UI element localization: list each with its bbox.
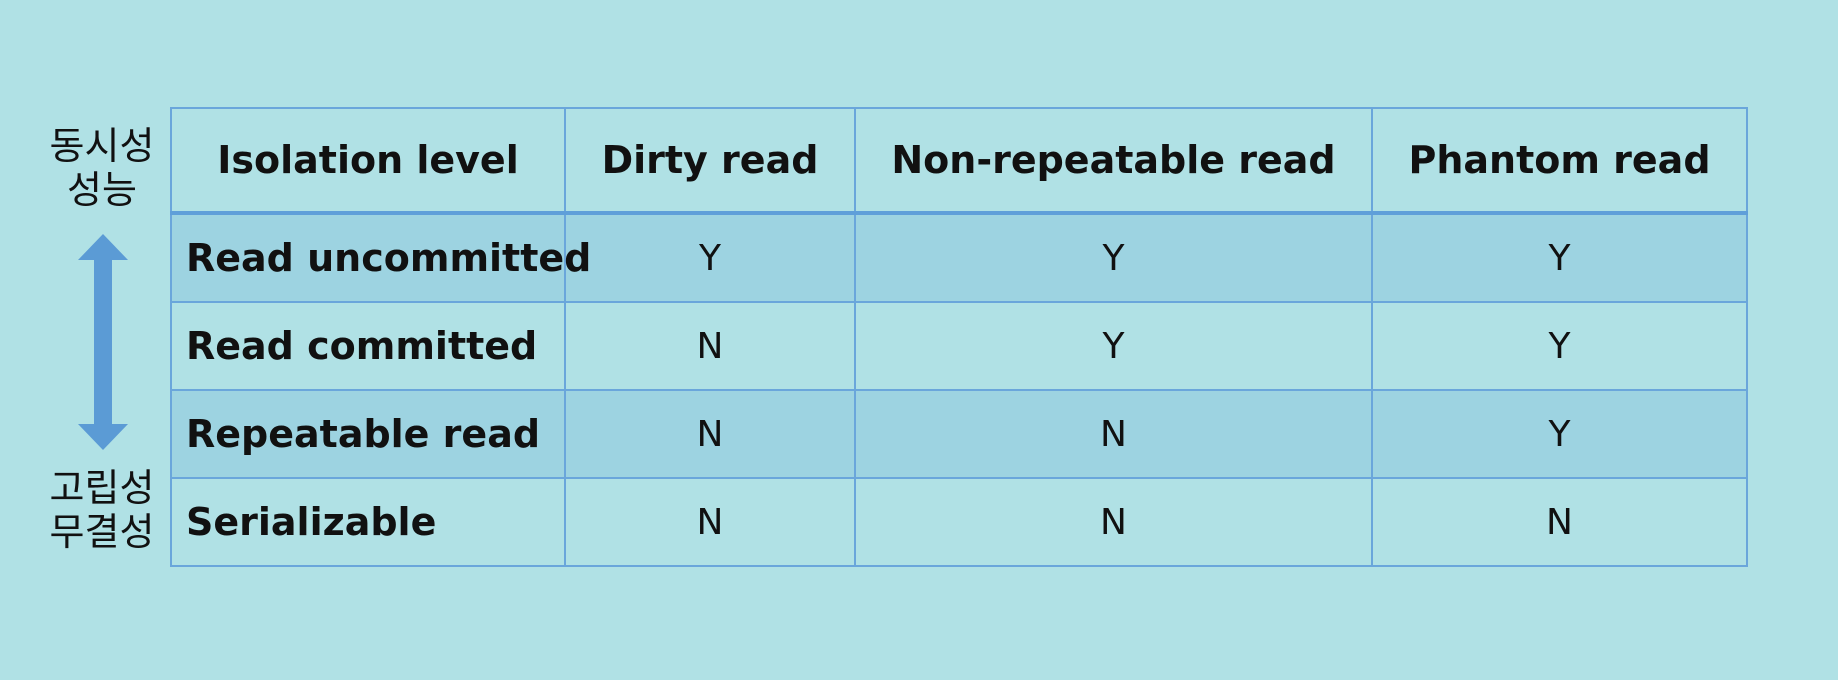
- dirty-read-cell: N: [564, 389, 856, 479]
- header-dirty-read: Dirty read: [564, 107, 856, 215]
- integrity-text: 무결성: [49, 510, 155, 554]
- table-row: Serializable N N N: [170, 477, 1748, 567]
- non-repeatable-read-cell: N: [854, 477, 1373, 567]
- header-phantom-read: Phantom read: [1371, 107, 1748, 215]
- dirty-read-cell: N: [564, 301, 856, 391]
- level-cell: Read committed: [170, 301, 566, 391]
- phantom-read-cell: Y: [1371, 389, 1748, 479]
- level-cell: Serializable: [170, 477, 566, 567]
- isolation-level-table: Isolation level Dirty read Non-repeatabl…: [170, 107, 1748, 567]
- header-non-repeatable-read: Non-repeatable read: [854, 107, 1373, 215]
- phantom-read-cell: Y: [1371, 301, 1748, 391]
- non-repeatable-read-cell: Y: [854, 301, 1373, 391]
- performance-text: 성능: [67, 168, 137, 212]
- isolation-text: 고립성: [49, 466, 155, 510]
- concurrency-performance-label: 동시성 성능: [36, 124, 168, 212]
- table-row: Repeatable read N N Y: [170, 389, 1748, 479]
- dirty-read-cell: N: [564, 477, 856, 567]
- table-row: Read uncommitted Y Y Y: [170, 212, 1748, 303]
- level-cell: Repeatable read: [170, 389, 566, 479]
- table-header-row: Isolation level Dirty read Non-repeatabl…: [170, 107, 1748, 215]
- dirty-read-cell: Y: [564, 212, 856, 303]
- level-cell: Read uncommitted: [170, 212, 591, 303]
- phantom-read-cell: N: [1371, 477, 1748, 567]
- non-repeatable-read-cell: Y: [854, 212, 1373, 303]
- non-repeatable-read-cell: N: [854, 389, 1373, 479]
- isolation-integrity-label: 고립성 무결성: [36, 466, 168, 554]
- header-isolation-level: Isolation level: [170, 107, 566, 215]
- concurrency-text: 동시성: [49, 124, 155, 168]
- table-row: Read committed N Y Y: [170, 301, 1748, 391]
- double-arrow-icon: [78, 234, 128, 450]
- phantom-read-cell: Y: [1371, 212, 1748, 303]
